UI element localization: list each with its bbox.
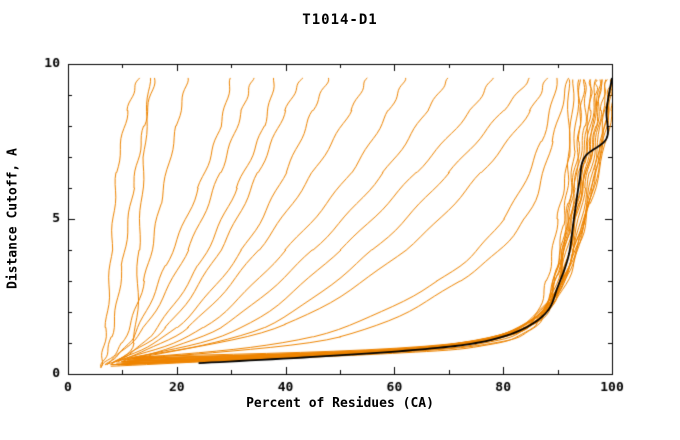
- y-axis-label: Distance Cutoff, A: [5, 148, 21, 290]
- chart-title: T1014-D1: [302, 12, 378, 28]
- x-axis-label: Percent of Residues (CA): [246, 396, 434, 411]
